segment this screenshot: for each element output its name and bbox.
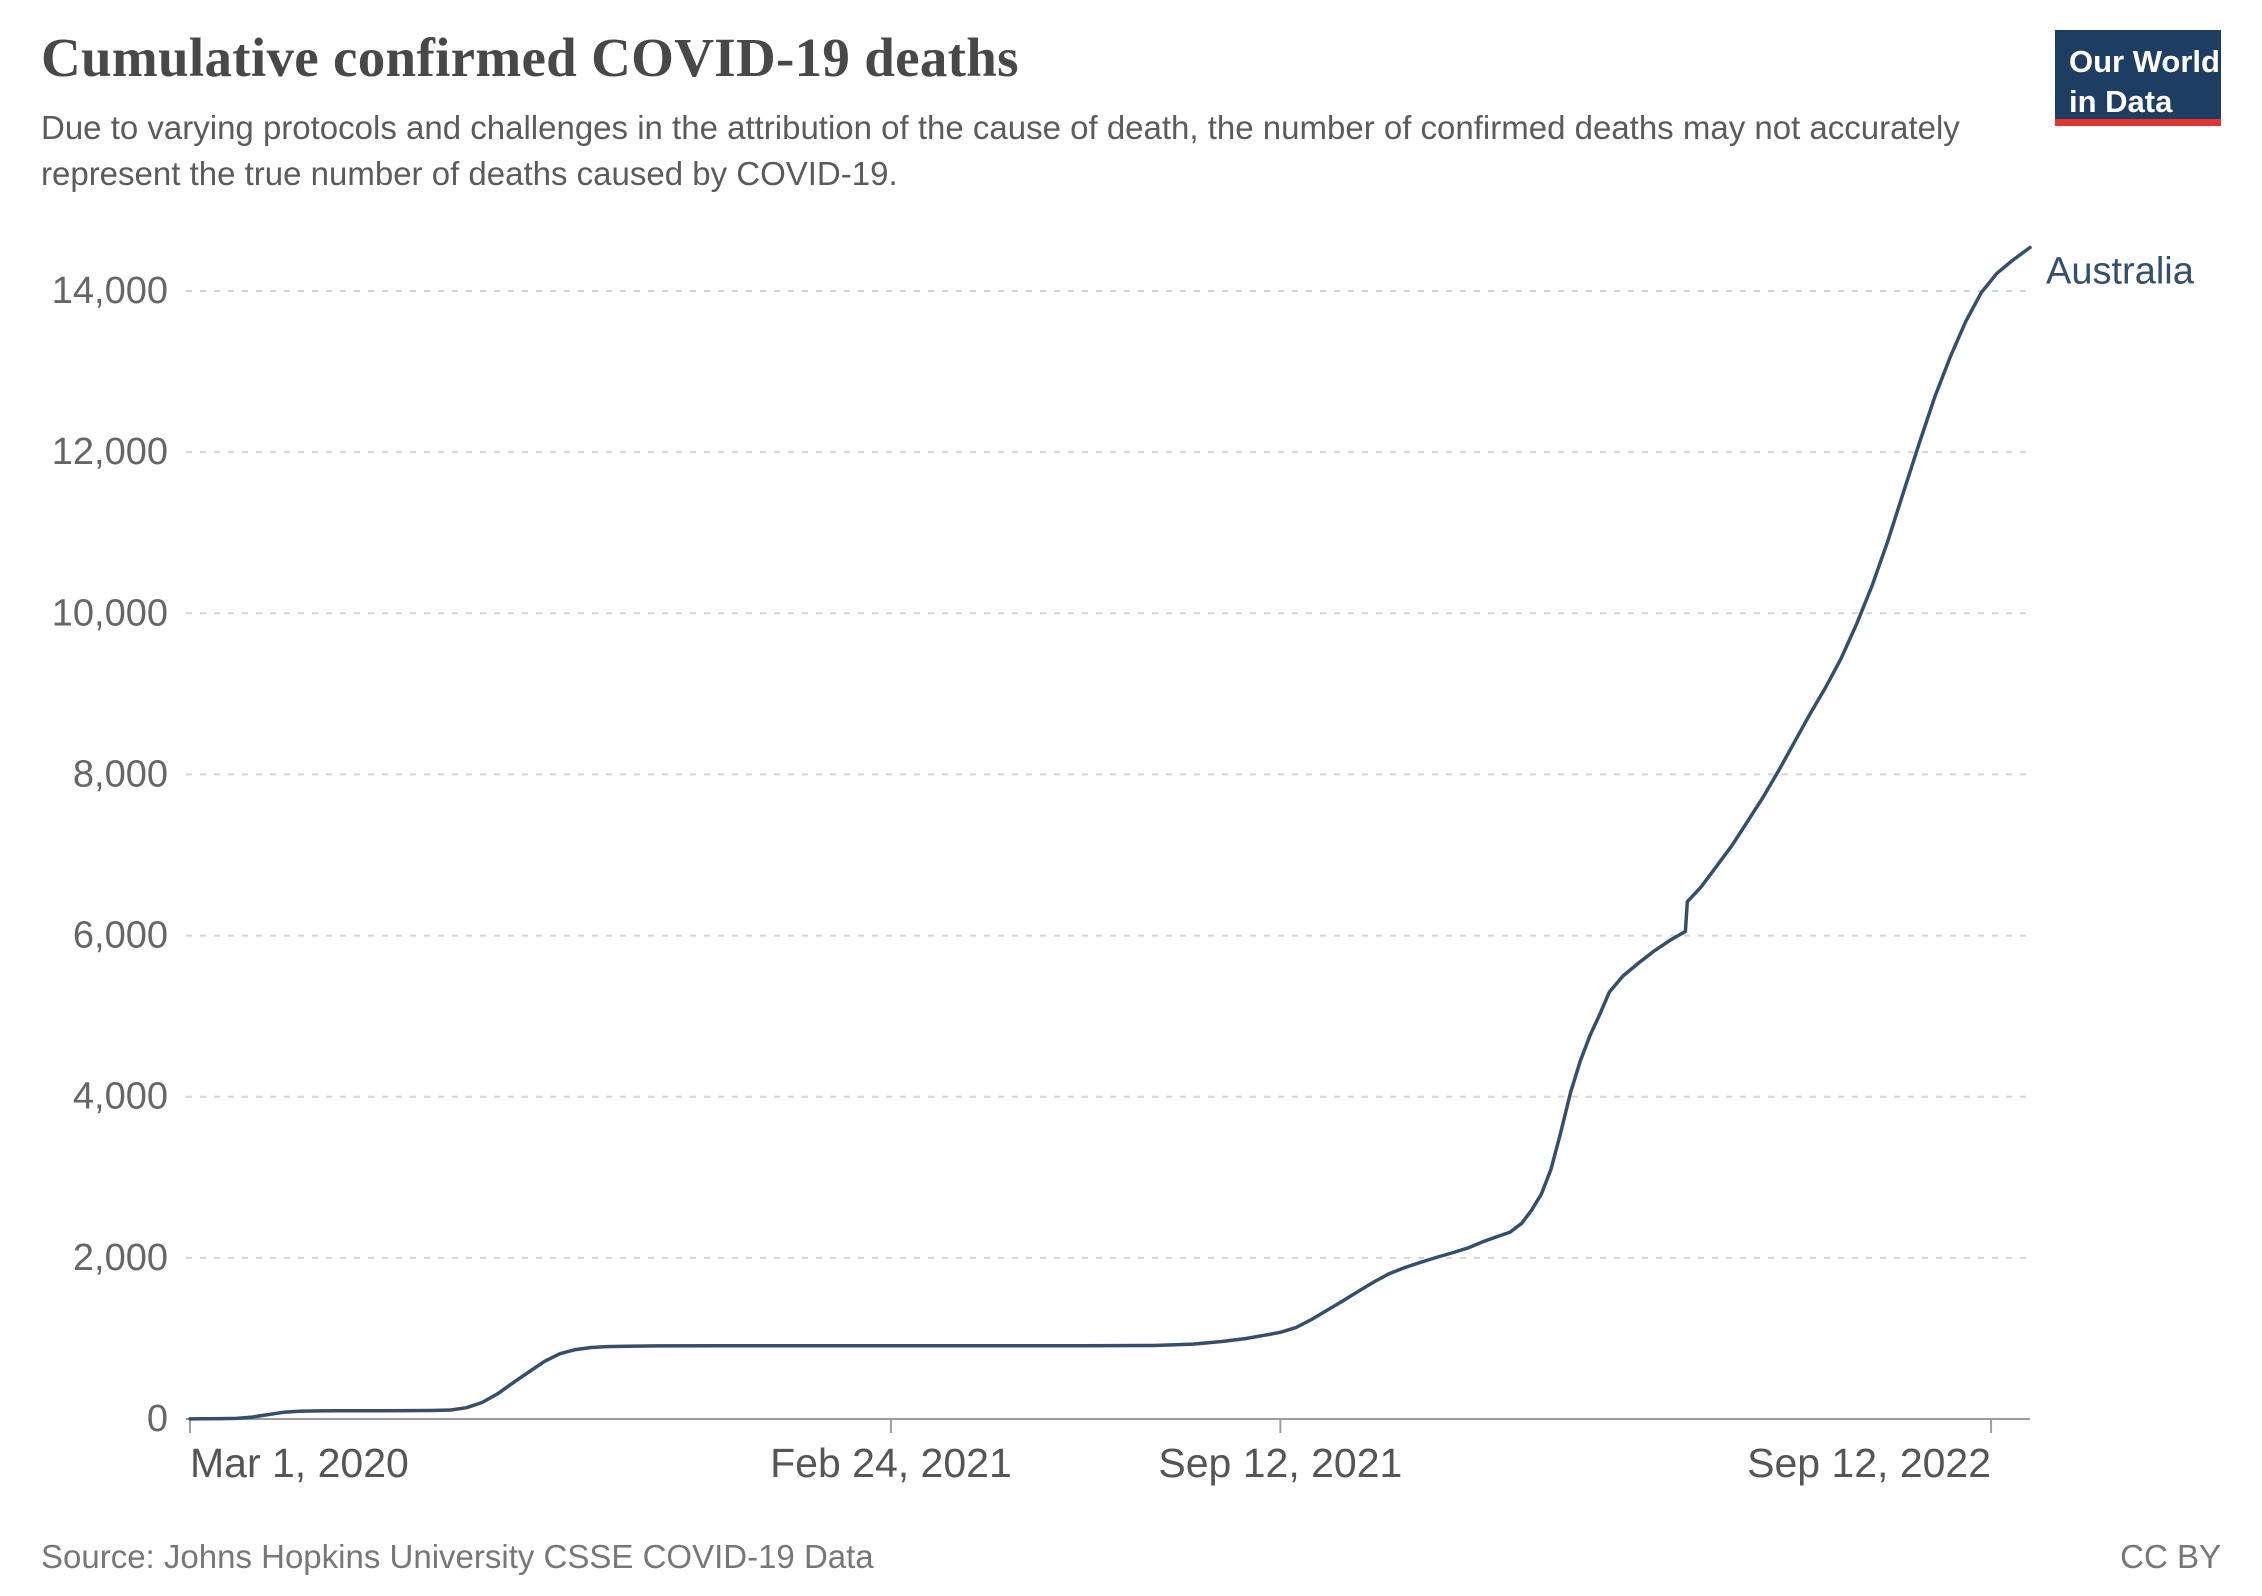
- x-axis-label: Feb 24, 2021: [770, 1440, 1012, 1486]
- y-axis-label: 10,000: [52, 592, 168, 634]
- source-note: Source: Johns Hopkins University CSSE CO…: [41, 1538, 874, 1575]
- chart-header: Cumulative confirmed COVID-19 deaths Due…: [41, 26, 2221, 196]
- x-axis-label: Mar 1, 2020: [190, 1440, 409, 1486]
- y-axis-label: 12,000: [52, 431, 168, 473]
- owid-logo: Our World in Data: [2055, 30, 2221, 126]
- series-line-australia: [188, 245, 2032, 1421]
- y-axis-label: 14,000: [52, 270, 168, 312]
- x-axis-label: Sep 12, 2021: [1158, 1440, 1402, 1486]
- license-badge[interactable]: CC BY: [2120, 1538, 2221, 1575]
- owid-logo-line2: in Data: [2069, 83, 2173, 119]
- chart-subtitle: Due to varying protocols and challenges …: [41, 109, 1960, 192]
- chart-footer: Source: Johns Hopkins University CSSE CO…: [41, 1538, 2221, 1576]
- y-axis-label: 8,000: [73, 753, 168, 795]
- series-label: Australia: [2046, 250, 2195, 292]
- y-axis-label: 2,000: [73, 1237, 168, 1279]
- owid-logo-line1: Our World: [2069, 44, 2220, 79]
- y-axis-label: 4,000: [73, 1076, 168, 1118]
- y-axis-label: 0: [147, 1398, 168, 1440]
- chart-title: Cumulative confirmed COVID-19 deaths: [41, 27, 1019, 88]
- x-axis-label: Sep 12, 2022: [1747, 1440, 1991, 1486]
- line-chart-plot: 0 2,000 4,000 6,000 8,000 10,000 12,000 14,000 M…: [52, 245, 2195, 1486]
- y-axis-label: 6,000: [73, 915, 168, 957]
